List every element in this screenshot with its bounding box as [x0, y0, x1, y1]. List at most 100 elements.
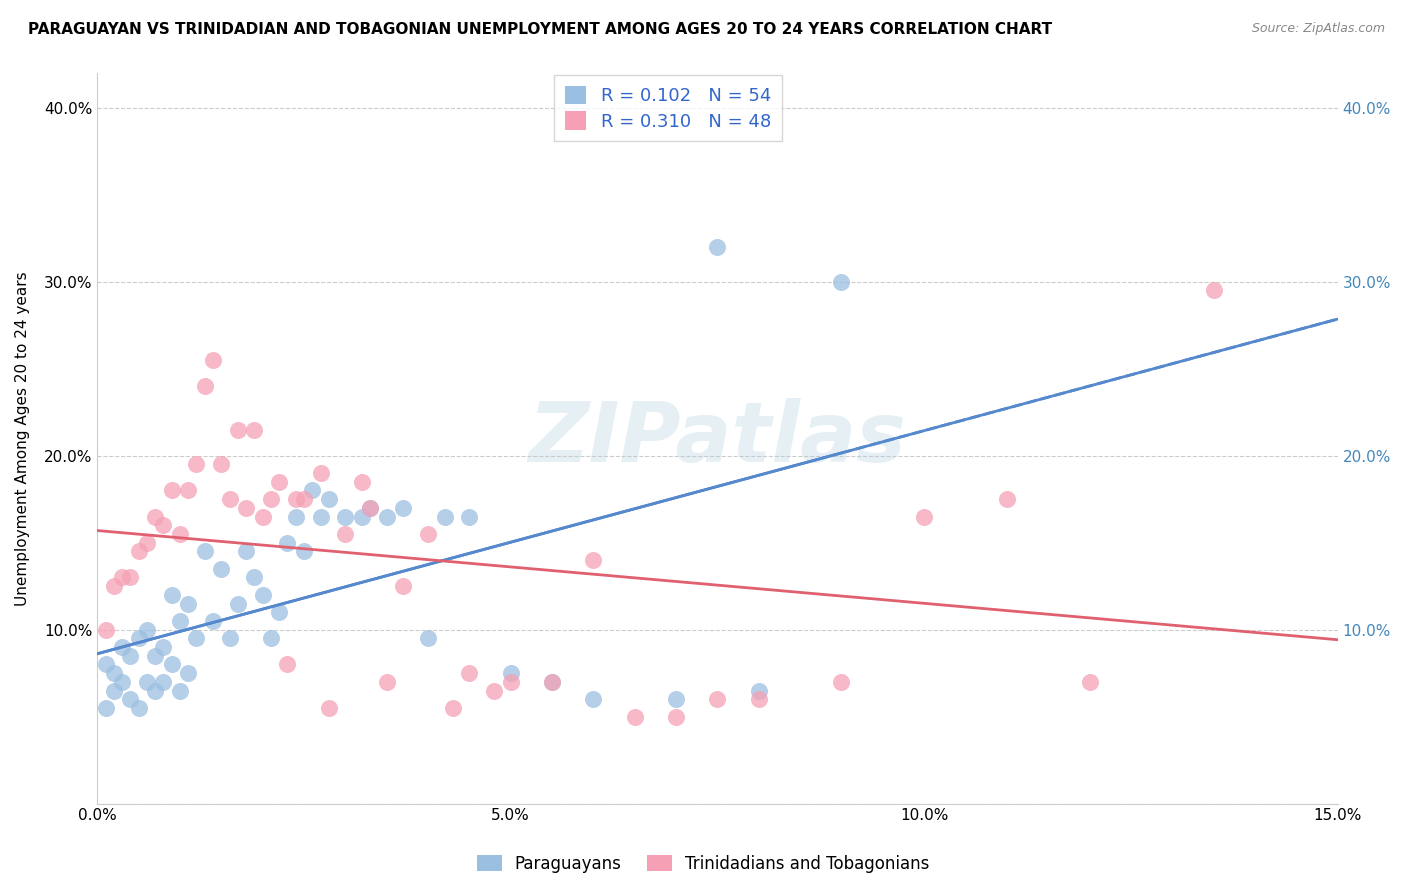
Point	[318, 701, 340, 715]
Point	[541, 674, 564, 689]
Point	[582, 692, 605, 706]
Point	[152, 674, 174, 689]
Point	[111, 570, 134, 584]
Point	[120, 570, 142, 584]
Point	[143, 509, 166, 524]
Point	[160, 657, 183, 672]
Y-axis label: Unemployment Among Ages 20 to 24 years: Unemployment Among Ages 20 to 24 years	[15, 271, 30, 606]
Point	[177, 666, 200, 681]
Point	[235, 500, 257, 515]
Point	[252, 509, 274, 524]
Point	[665, 692, 688, 706]
Text: PARAGUAYAN VS TRINIDADIAN AND TOBAGONIAN UNEMPLOYMENT AMONG AGES 20 TO 24 YEARS : PARAGUAYAN VS TRINIDADIAN AND TOBAGONIAN…	[28, 22, 1052, 37]
Point	[135, 674, 157, 689]
Point	[665, 709, 688, 723]
Point	[392, 579, 415, 593]
Point	[209, 458, 232, 472]
Point	[160, 588, 183, 602]
Point	[499, 674, 522, 689]
Point	[541, 674, 564, 689]
Point	[177, 597, 200, 611]
Point	[433, 509, 456, 524]
Text: Source: ZipAtlas.com: Source: ZipAtlas.com	[1251, 22, 1385, 36]
Point	[94, 657, 117, 672]
Point	[152, 518, 174, 533]
Point	[375, 509, 398, 524]
Point	[318, 492, 340, 507]
Point	[243, 423, 266, 437]
Point	[103, 683, 125, 698]
Legend: Paraguayans, Trinidadians and Tobagonians: Paraguayans, Trinidadians and Tobagonian…	[470, 848, 936, 880]
Point	[482, 683, 505, 698]
Point	[350, 475, 373, 489]
Point	[194, 379, 217, 393]
Point	[269, 605, 291, 619]
Point	[1078, 674, 1101, 689]
Point	[186, 458, 208, 472]
Point	[135, 623, 157, 637]
Point	[103, 666, 125, 681]
Point	[226, 423, 249, 437]
Point	[292, 492, 315, 507]
Point	[748, 692, 770, 706]
Text: ZIPatlas: ZIPatlas	[529, 398, 907, 479]
Point	[359, 500, 381, 515]
Point	[301, 483, 323, 498]
Point	[218, 492, 240, 507]
Point	[441, 701, 464, 715]
Point	[335, 509, 357, 524]
Point	[748, 683, 770, 698]
Point	[120, 692, 142, 706]
Point	[186, 632, 208, 646]
Point	[458, 666, 481, 681]
Point	[416, 527, 439, 541]
Point	[309, 466, 332, 480]
Point	[202, 614, 225, 628]
Point	[235, 544, 257, 558]
Legend: R = 0.102   N = 54, R = 0.310   N = 48: R = 0.102 N = 54, R = 0.310 N = 48	[554, 75, 782, 141]
Point	[169, 527, 191, 541]
Point	[359, 500, 381, 515]
Point	[706, 240, 728, 254]
Point	[94, 623, 117, 637]
Point	[218, 632, 240, 646]
Point	[582, 553, 605, 567]
Point	[209, 562, 232, 576]
Point	[292, 544, 315, 558]
Point	[284, 509, 307, 524]
Point	[284, 492, 307, 507]
Point	[194, 544, 217, 558]
Point	[120, 648, 142, 663]
Point	[143, 648, 166, 663]
Point	[160, 483, 183, 498]
Point	[169, 614, 191, 628]
Point	[128, 632, 150, 646]
Point	[152, 640, 174, 654]
Point	[276, 657, 298, 672]
Point	[269, 475, 291, 489]
Point	[260, 632, 283, 646]
Point	[335, 527, 357, 541]
Point	[499, 666, 522, 681]
Point	[1202, 284, 1225, 298]
Point	[226, 597, 249, 611]
Point	[128, 544, 150, 558]
Point	[350, 509, 373, 524]
Point	[309, 509, 332, 524]
Point	[169, 683, 191, 698]
Point	[623, 709, 645, 723]
Point	[177, 483, 200, 498]
Point	[135, 535, 157, 549]
Point	[830, 275, 852, 289]
Point	[706, 692, 728, 706]
Point	[202, 353, 225, 368]
Point	[458, 509, 481, 524]
Point	[111, 640, 134, 654]
Point	[128, 701, 150, 715]
Point	[111, 674, 134, 689]
Point	[375, 674, 398, 689]
Point	[416, 632, 439, 646]
Point	[103, 579, 125, 593]
Point	[243, 570, 266, 584]
Point	[830, 674, 852, 689]
